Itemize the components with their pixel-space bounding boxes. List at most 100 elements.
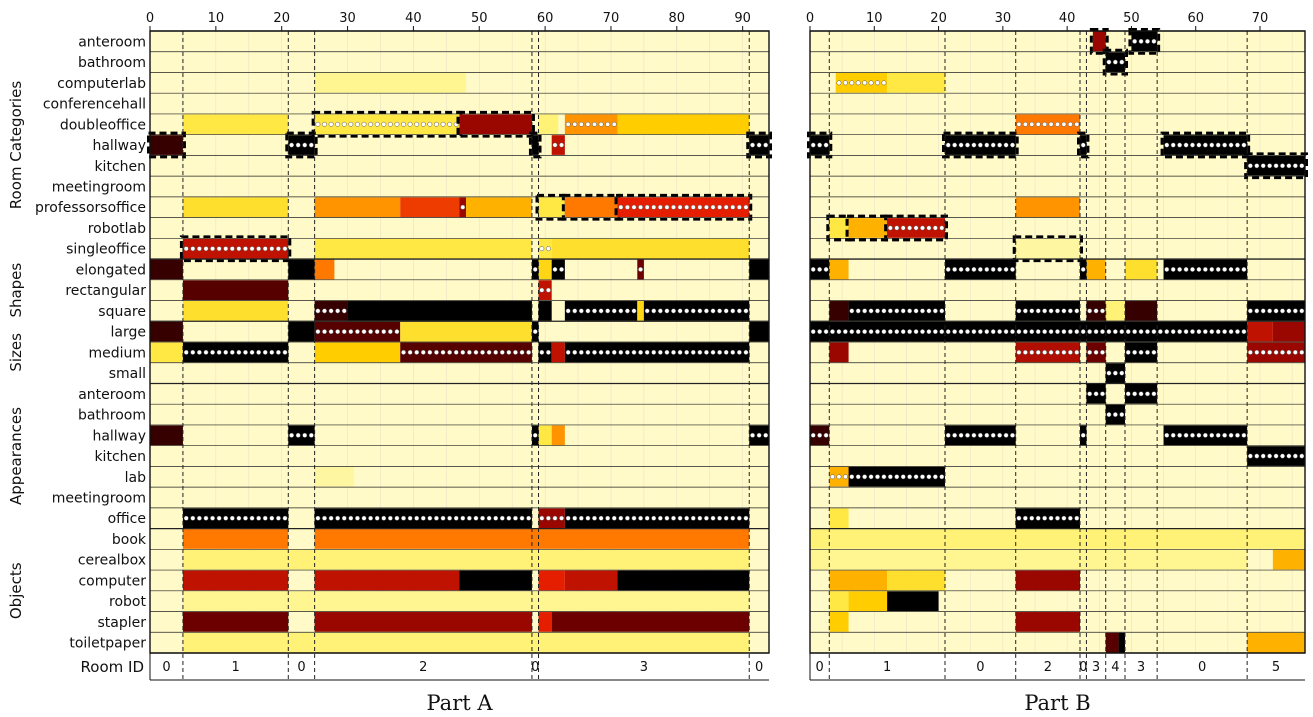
max-marker-dot [1061, 121, 1067, 127]
heat-cell [829, 570, 888, 591]
max-marker-dot [401, 121, 406, 127]
max-marker-dot [810, 266, 816, 272]
max-marker-dot [1247, 453, 1253, 459]
max-marker-dot [1190, 432, 1195, 438]
max-marker-dot [196, 515, 202, 521]
max-marker-dot [868, 329, 874, 335]
max-marker-dot [440, 349, 446, 355]
x-tick-label: 40 [405, 11, 422, 26]
max-marker-dot [1280, 163, 1285, 169]
max-marker-dot [926, 308, 932, 314]
heat-cell [531, 135, 539, 155]
dashed-highlight-box [147, 131, 186, 159]
max-marker-dot [1022, 515, 1028, 521]
max-marker-dot [926, 474, 932, 480]
max-marker-dot [1260, 349, 1266, 355]
max-marker-dot [1286, 308, 1292, 314]
max-marker-dot [1151, 391, 1157, 397]
row-label-20: kitchen [94, 449, 146, 465]
max-marker-dot [1273, 163, 1279, 169]
max-marker-dot [243, 349, 248, 355]
max-marker-dot [842, 474, 848, 480]
max-marker-dot [984, 329, 990, 335]
max-marker-dot [684, 349, 690, 355]
max-marker-dot [348, 515, 354, 521]
max-marker-dot [519, 515, 525, 521]
max-marker-dot [1228, 266, 1234, 272]
max-marker-dot [730, 349, 736, 355]
max-marker-dot [690, 308, 696, 314]
max-marker-dot [269, 515, 275, 521]
max-marker-dot [1080, 142, 1086, 148]
max-marker-dot [1222, 142, 1228, 148]
max-marker-dot [697, 308, 703, 314]
max-marker-dot [703, 349, 709, 355]
max-marker-dot [638, 515, 644, 521]
max-marker-dot [952, 266, 958, 272]
max-marker-dot [990, 142, 996, 148]
heat-cell [1015, 570, 1080, 591]
max-marker-dot [539, 246, 545, 252]
max-marker-dot [315, 121, 321, 127]
max-marker-dot [631, 204, 637, 210]
max-marker-dot [1222, 329, 1228, 335]
max-marker-dot [368, 329, 374, 335]
max-marker-dot [1151, 349, 1157, 355]
heat-cell [564, 197, 618, 218]
max-marker-dot [1080, 266, 1086, 272]
dashed-highlight-box [535, 193, 568, 221]
max-marker-dot [1074, 308, 1080, 314]
max-marker-dot [939, 474, 945, 480]
max-marker-dot [434, 349, 439, 355]
max-marker-dot [348, 329, 354, 335]
max-marker-dot [539, 287, 545, 293]
max-marker-dot [401, 349, 406, 355]
max-marker-dot [414, 515, 420, 521]
max-marker-dot [1048, 329, 1054, 335]
max-marker-dot [611, 515, 617, 521]
heat-cell [538, 570, 565, 591]
row-label-11: elongated [76, 262, 146, 278]
max-marker-dot [971, 266, 977, 272]
max-marker-dot [611, 121, 617, 127]
max-marker-dot [671, 204, 676, 210]
max-marker-dot [322, 121, 327, 127]
max-marker-dot [1209, 329, 1215, 335]
max-marker-dot [1055, 308, 1060, 314]
heat-cell [400, 342, 532, 363]
max-marker-dot [243, 246, 248, 252]
max-marker-dot [1267, 349, 1273, 355]
max-marker-dot [743, 204, 749, 210]
row-label-26: computer [78, 573, 146, 589]
max-marker-dot [592, 349, 597, 355]
max-marker-dot [810, 329, 816, 335]
max-marker-dot [440, 121, 446, 127]
dashed-highlight-box [1102, 48, 1128, 76]
heat-cell [182, 342, 289, 363]
max-marker-dot [1010, 329, 1015, 335]
max-marker-dot [407, 121, 413, 127]
max-marker-dot [1280, 349, 1285, 355]
max-marker-dot [958, 329, 964, 335]
max-marker-dot [611, 349, 617, 355]
room-id-value: 2 [1044, 660, 1052, 675]
max-marker-dot [354, 515, 360, 521]
heat-cell [288, 135, 315, 155]
max-marker-dot [1209, 142, 1215, 148]
max-marker-dot [1035, 329, 1041, 335]
max-marker-dot [1016, 329, 1022, 335]
max-marker-dot [269, 349, 275, 355]
room-id-value: 3 [1092, 660, 1100, 675]
max-marker-dot [651, 204, 657, 210]
heat-cell [314, 72, 467, 93]
max-marker-dot [578, 121, 584, 127]
heat-cell [400, 197, 460, 218]
x-tick-label: 0 [806, 11, 814, 26]
max-marker-dot [894, 329, 900, 335]
max-marker-dot [736, 349, 742, 355]
max-marker-dot [315, 308, 321, 314]
max-marker-dot [977, 432, 983, 438]
max-marker-dot [460, 349, 466, 355]
max-marker-dot [499, 349, 505, 355]
room-id-value: 0 [1079, 660, 1087, 675]
